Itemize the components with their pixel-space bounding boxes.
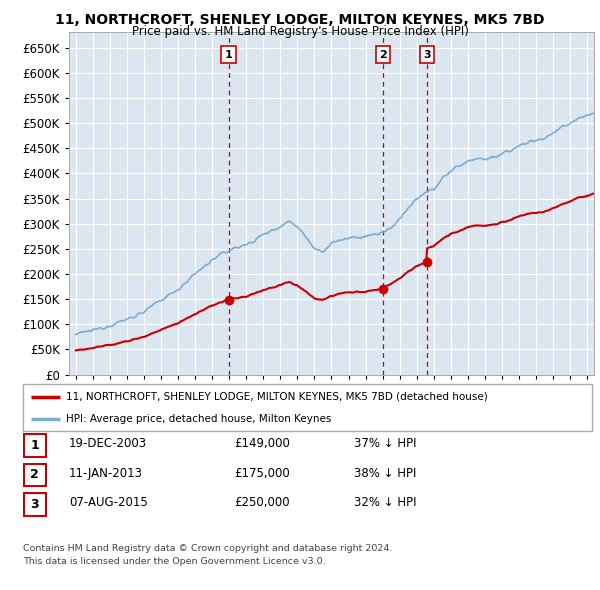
FancyBboxPatch shape — [24, 434, 46, 457]
Text: 38% ↓ HPI: 38% ↓ HPI — [354, 467, 416, 480]
Text: HPI: Average price, detached house, Milton Keynes: HPI: Average price, detached house, Milt… — [65, 414, 331, 424]
Text: 3: 3 — [31, 498, 39, 511]
Text: Price paid vs. HM Land Registry's House Price Index (HPI): Price paid vs. HM Land Registry's House … — [131, 25, 469, 38]
FancyBboxPatch shape — [24, 493, 46, 516]
Text: 2: 2 — [31, 468, 39, 481]
Text: 19-DEC-2003: 19-DEC-2003 — [69, 437, 147, 450]
Text: 11-JAN-2013: 11-JAN-2013 — [69, 467, 143, 480]
FancyBboxPatch shape — [23, 385, 592, 431]
FancyBboxPatch shape — [24, 464, 46, 486]
Text: £250,000: £250,000 — [234, 496, 290, 509]
Text: £149,000: £149,000 — [234, 437, 290, 450]
Text: 11, NORTHCROFT, SHENLEY LODGE, MILTON KEYNES, MK5 7BD: 11, NORTHCROFT, SHENLEY LODGE, MILTON KE… — [55, 13, 545, 27]
Text: £175,000: £175,000 — [234, 467, 290, 480]
Text: 32% ↓ HPI: 32% ↓ HPI — [354, 496, 416, 509]
Text: This data is licensed under the Open Government Licence v3.0.: This data is licensed under the Open Gov… — [23, 558, 325, 566]
Text: 3: 3 — [423, 50, 431, 60]
Text: 1: 1 — [224, 50, 232, 60]
Text: 37% ↓ HPI: 37% ↓ HPI — [354, 437, 416, 450]
Text: 11, NORTHCROFT, SHENLEY LODGE, MILTON KEYNES, MK5 7BD (detached house): 11, NORTHCROFT, SHENLEY LODGE, MILTON KE… — [65, 392, 487, 402]
Text: 2: 2 — [379, 50, 387, 60]
Text: 07-AUG-2015: 07-AUG-2015 — [69, 496, 148, 509]
Text: Contains HM Land Registry data © Crown copyright and database right 2024.: Contains HM Land Registry data © Crown c… — [23, 545, 392, 553]
Text: 1: 1 — [31, 439, 39, 452]
